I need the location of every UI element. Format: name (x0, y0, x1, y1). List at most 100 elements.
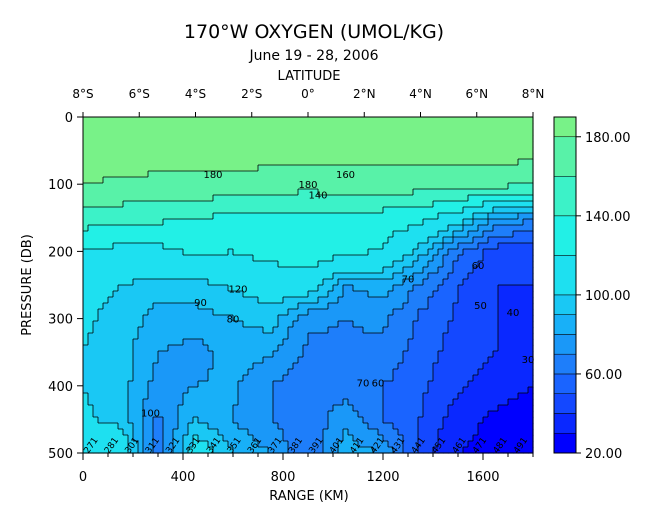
field-cell (443, 201, 449, 208)
field-cell (393, 279, 399, 286)
field-cell (213, 303, 219, 310)
field-cell (498, 261, 504, 268)
field-cell (408, 267, 414, 274)
field-cell (173, 129, 179, 136)
field-cell (248, 243, 254, 250)
field-cell (248, 189, 254, 196)
field-cell (278, 381, 284, 388)
field-cell (503, 219, 509, 226)
field-cell (358, 117, 364, 124)
field-cell (528, 135, 534, 142)
field-cell (143, 207, 149, 214)
field-cell (343, 417, 349, 424)
field-cell (113, 405, 119, 412)
field-cell (198, 177, 204, 184)
field-cell (328, 159, 334, 166)
field-cell (83, 177, 89, 184)
field-cell (313, 123, 319, 130)
field-cell (208, 177, 214, 184)
field-cell (108, 195, 114, 202)
field-cell (478, 303, 484, 310)
field-cell (88, 315, 94, 322)
field-cell (373, 333, 379, 340)
field-cell (403, 231, 409, 238)
field-cell (98, 135, 104, 142)
field-cell (388, 135, 394, 142)
field-cell (418, 285, 424, 292)
field-cell (443, 273, 449, 280)
field-cell (153, 219, 159, 226)
field-cell (448, 219, 454, 226)
field-cell (338, 231, 344, 238)
field-cell (473, 207, 479, 214)
field-cell (303, 183, 309, 190)
field-cell (143, 321, 149, 328)
field-cell (193, 153, 199, 160)
field-cell (358, 441, 364, 448)
field-cell (233, 303, 239, 310)
field-cell (503, 165, 509, 172)
field-cell (198, 345, 204, 352)
field-cell (453, 183, 459, 190)
field-cell (203, 291, 209, 298)
field-cell (93, 183, 99, 190)
field-cell (458, 339, 464, 346)
field-cell (328, 255, 334, 262)
field-cell (308, 381, 314, 388)
field-cell (413, 405, 419, 412)
field-cell (523, 321, 529, 328)
field-cell (313, 117, 319, 124)
field-cell (423, 129, 429, 136)
field-cell (123, 195, 129, 202)
field-cell (448, 441, 454, 448)
field-cell (268, 243, 274, 250)
field-cell (478, 363, 484, 370)
field-cell (398, 417, 404, 424)
field-cell (408, 327, 414, 334)
field-cell (463, 429, 469, 436)
field-cell (478, 435, 484, 442)
field-cell (258, 279, 264, 286)
field-cell (133, 423, 139, 430)
field-cell (318, 189, 324, 196)
field-cell (408, 303, 414, 310)
field-cell (518, 375, 524, 382)
field-cell (518, 339, 524, 346)
field-cell (138, 435, 144, 442)
field-cell (528, 177, 534, 184)
field-cell (443, 369, 449, 376)
field-cell (98, 207, 104, 214)
field-cell (418, 417, 424, 424)
field-cell (103, 243, 109, 250)
field-cell (323, 279, 329, 286)
field-cell (278, 393, 284, 400)
field-cell (313, 309, 319, 316)
field-cell (318, 303, 324, 310)
field-cell (88, 129, 94, 136)
field-cell (498, 249, 504, 256)
field-cell (198, 279, 204, 286)
field-cell (293, 309, 299, 316)
field-cell (108, 231, 114, 238)
field-cell (423, 123, 429, 130)
field-cell (283, 261, 289, 268)
field-cell (213, 201, 219, 208)
field-cell (278, 249, 284, 256)
field-cell (473, 249, 479, 256)
field-cell (388, 213, 394, 220)
field-cell (223, 177, 229, 184)
field-cell (463, 387, 469, 394)
field-cell (263, 387, 269, 394)
field-cell (243, 165, 249, 172)
field-cell (353, 393, 359, 400)
field-cell (188, 309, 194, 316)
field-cell (123, 291, 129, 298)
field-cell (518, 351, 524, 358)
field-cell (318, 201, 324, 208)
field-cell (398, 369, 404, 376)
field-cell (113, 327, 119, 334)
field-cell (413, 381, 419, 388)
field-cell (438, 387, 444, 394)
field-cell (443, 327, 449, 334)
field-cell (343, 375, 349, 382)
